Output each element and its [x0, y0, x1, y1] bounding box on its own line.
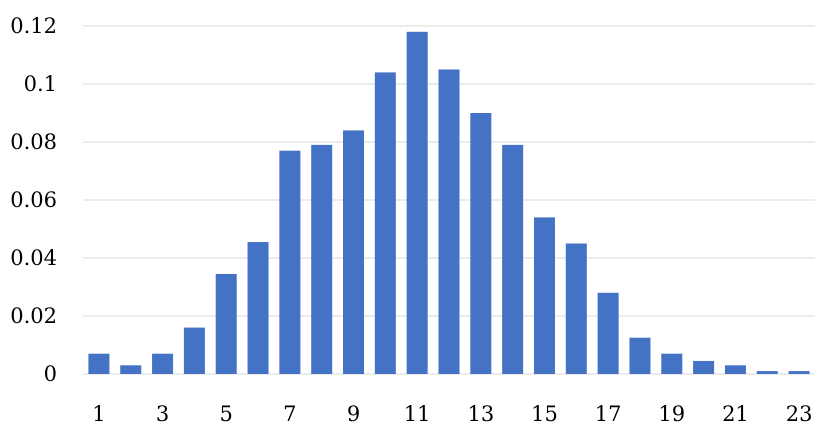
x-tick-label: 13 — [467, 402, 494, 426]
y-tick-label: 0.04 — [10, 246, 57, 270]
x-tick-label: 9 — [347, 402, 360, 426]
x-tick-label: 7 — [283, 402, 296, 426]
x-tick-label: 1 — [92, 402, 105, 426]
bar-13 — [470, 113, 492, 374]
y-tick-label: 0.08 — [10, 130, 57, 154]
x-axis-tick-labels: 1 3 5 7 9 11 13 15 17 19 21 23 — [92, 402, 812, 426]
y-tick-label: 0.06 — [10, 188, 57, 212]
y-tick-label: 0.12 — [10, 14, 57, 38]
x-tick-label: 21 — [722, 402, 749, 426]
y-tick-label: 0.1 — [24, 72, 57, 96]
x-tick-label: 19 — [658, 402, 685, 426]
bar-17 — [597, 292, 619, 374]
bar-2 — [120, 365, 142, 374]
bar-19 — [661, 353, 683, 374]
bar-20 — [693, 360, 715, 374]
bar-23 — [788, 371, 810, 374]
bar-18 — [629, 337, 651, 374]
bar-11 — [406, 31, 428, 375]
bar-14 — [502, 144, 524, 374]
bar-10 — [374, 72, 396, 375]
bar-5 — [215, 273, 237, 374]
bar-21 — [724, 365, 746, 374]
bar-16 — [565, 243, 587, 374]
x-tick-label: 15 — [531, 402, 558, 426]
x-tick-label: 5 — [220, 402, 233, 426]
y-tick-label: 0 — [44, 362, 57, 386]
x-tick-label: 3 — [156, 402, 169, 426]
bar-7 — [279, 150, 301, 374]
y-axis-tick-labels: 0 0.02 0.04 0.06 0.08 0.1 0.12 — [10, 14, 57, 386]
x-tick-label: 23 — [786, 402, 813, 426]
bar-8 — [311, 144, 333, 374]
bar-15 — [533, 217, 555, 374]
bar-22 — [756, 371, 778, 374]
bar-3 — [152, 353, 174, 374]
x-tick-label: 17 — [595, 402, 622, 426]
bar-12 — [438, 69, 460, 374]
bar-9 — [343, 130, 365, 374]
bars — [88, 31, 810, 375]
bar-4 — [183, 327, 205, 374]
y-tick-label: 0.02 — [10, 304, 57, 328]
bar-1 — [88, 353, 110, 374]
x-tick-label: 11 — [404, 402, 431, 426]
bar-6 — [247, 242, 269, 374]
